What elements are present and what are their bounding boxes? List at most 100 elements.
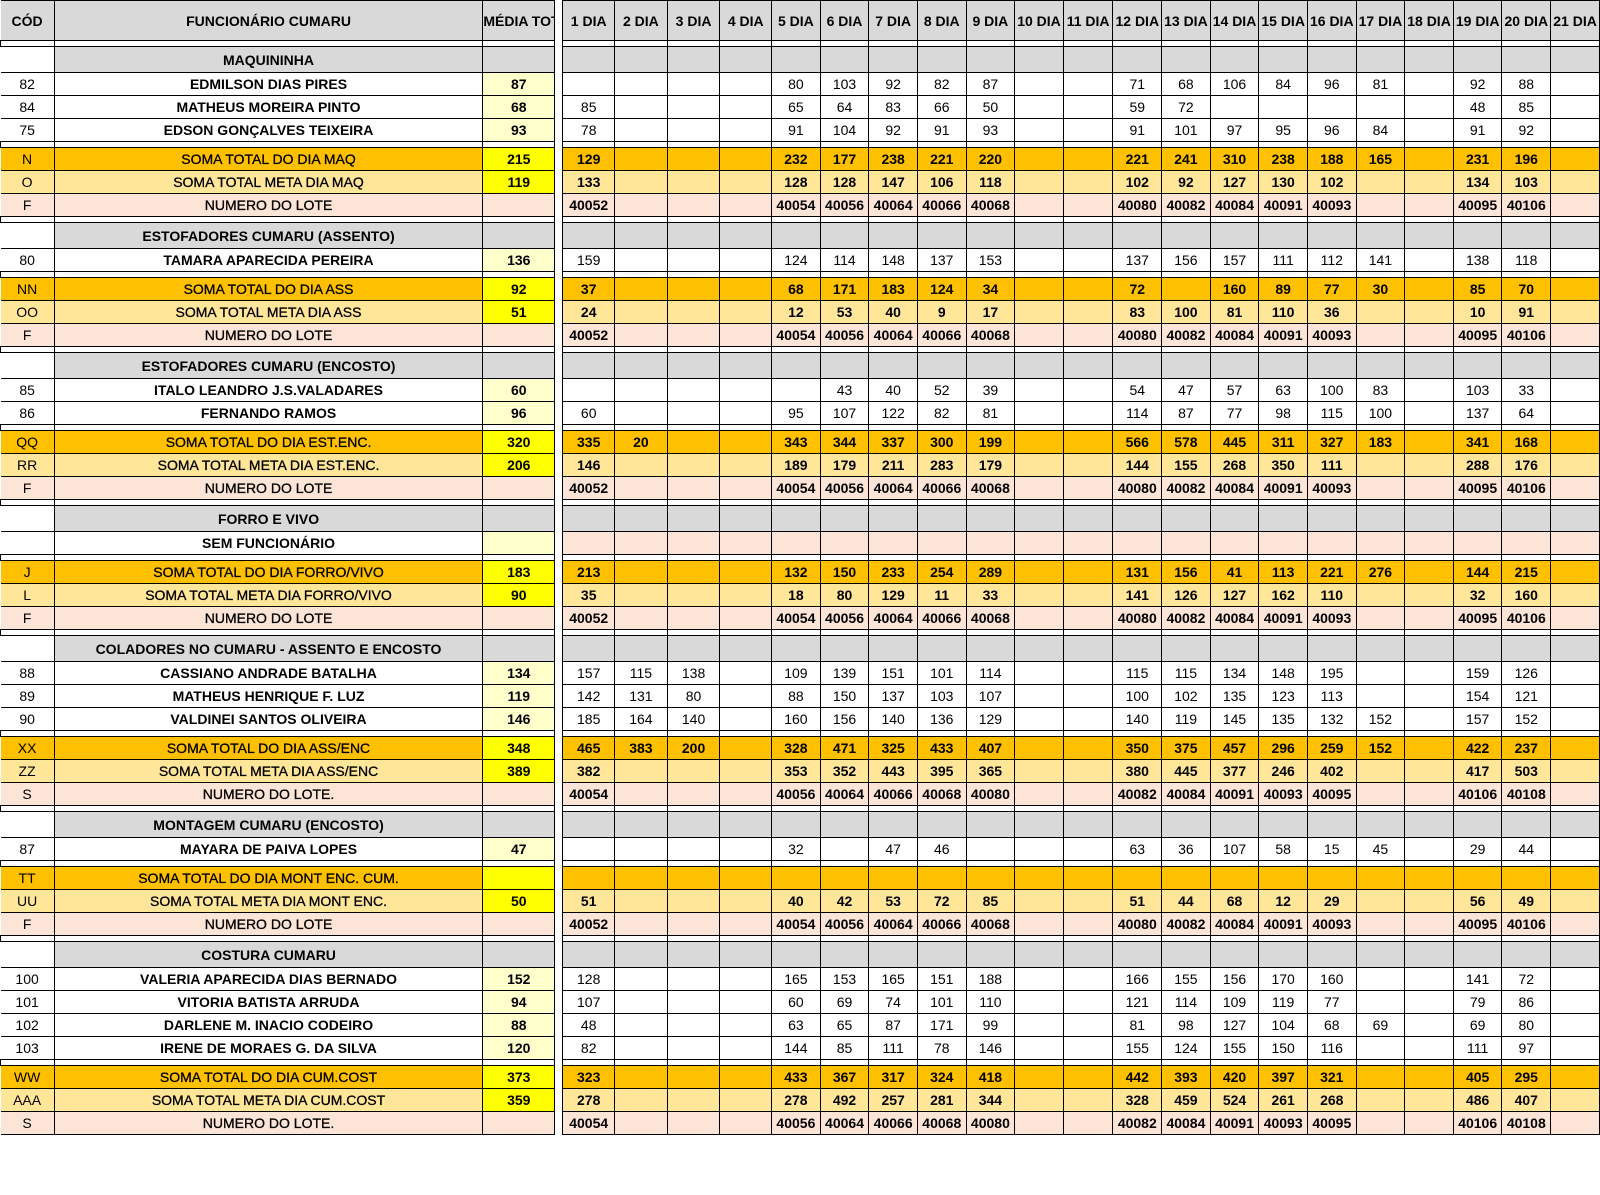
day-3-cell[interactable]: [666, 430, 721, 454]
day-2-cell[interactable]: 20: [614, 430, 668, 454]
day-20-cell[interactable]: 237: [1501, 736, 1552, 760]
day-6-cell[interactable]: 69: [819, 990, 870, 1014]
section-day-cell[interactable]: [1014, 352, 1064, 379]
day-3-cell[interactable]: [666, 147, 721, 171]
day-5-cell[interactable]: 128: [771, 170, 821, 194]
day-15-cell[interactable]: 130: [1258, 170, 1308, 194]
day-9-cell[interactable]: 40080: [965, 782, 1016, 806]
day-7-cell[interactable]: 233: [868, 560, 918, 584]
media-total-cell[interactable]: 87: [482, 72, 556, 96]
day-20-cell[interactable]: 80: [1501, 1013, 1552, 1037]
section-day-cell[interactable]: [868, 352, 918, 379]
day-2-cell[interactable]: [614, 95, 668, 119]
day-10-cell[interactable]: [1014, 560, 1064, 584]
day-8-cell[interactable]: 40068: [916, 1111, 967, 1135]
day-3-cell[interactable]: [666, 170, 721, 194]
day-15-cell[interactable]: 40093: [1258, 782, 1308, 806]
day-5-cell[interactable]: 232: [771, 147, 821, 171]
section-day-cell[interactable]: [1404, 635, 1454, 662]
day-3-cell[interactable]: 80: [666, 684, 721, 708]
media-total-cell[interactable]: 119: [482, 684, 556, 708]
row-code[interactable]: NN: [0, 277, 55, 301]
section-cod-cell[interactable]: [0, 352, 55, 379]
day-21-cell[interactable]: [1550, 476, 1600, 500]
day-2-cell[interactable]: [614, 453, 668, 477]
day-5-cell[interactable]: 189: [771, 453, 821, 477]
section-cod-cell[interactable]: [0, 811, 55, 838]
day-18-cell[interactable]: [1404, 401, 1454, 425]
section-day-cell[interactable]: [1404, 352, 1454, 379]
header-day-8[interactable]: 8 DIA: [916, 0, 967, 41]
section-day-cell[interactable]: [614, 635, 668, 662]
day-18-cell[interactable]: [1404, 476, 1454, 500]
day-2-cell[interactable]: [614, 912, 668, 936]
row-label[interactable]: SOMA TOTAL META DIA EST.ENC.: [53, 453, 484, 477]
day-5-cell[interactable]: 40054: [771, 323, 821, 347]
day-3-cell[interactable]: [666, 277, 721, 301]
media-total-cell[interactable]: [482, 782, 556, 806]
day-19-cell[interactable]: 159: [1452, 661, 1503, 685]
header-media[interactable]: MÉDIA TOTAL: [482, 0, 556, 41]
day-4-cell[interactable]: [719, 560, 773, 584]
media-total-cell[interactable]: 47: [482, 837, 556, 861]
day-12-cell[interactable]: 72: [1112, 277, 1163, 301]
section-day-cell[interactable]: [1355, 222, 1406, 249]
section-day-cell[interactable]: [1501, 352, 1552, 379]
day-14-cell[interactable]: 155: [1209, 1036, 1260, 1060]
day-15-cell[interactable]: 58: [1258, 837, 1308, 861]
day-9-cell[interactable]: 40068: [965, 606, 1016, 630]
day-2-cell[interactable]: [614, 606, 668, 630]
day-9-cell[interactable]: 39: [965, 378, 1016, 402]
day-11-cell[interactable]: [1062, 684, 1114, 708]
day-4-cell[interactable]: [719, 378, 773, 402]
day-8-cell[interactable]: 103: [916, 684, 967, 708]
day-6-cell[interactable]: 114: [819, 248, 870, 272]
media-total-cell[interactable]: [482, 323, 556, 347]
day-5-cell[interactable]: 40054: [771, 606, 821, 630]
employee-name[interactable]: VALDINEI SANTOS OLIVEIRA: [53, 707, 484, 731]
employee-name[interactable]: EDSON GONÇALVES TEIXEIRA: [53, 118, 484, 142]
day-12-cell[interactable]: 59: [1112, 95, 1163, 119]
day-16-cell[interactable]: 96: [1306, 118, 1357, 142]
row-code[interactable]: 80: [0, 248, 55, 272]
row-code[interactable]: S: [0, 782, 55, 806]
day-17-cell[interactable]: [1355, 967, 1406, 991]
day-17-cell[interactable]: [1355, 193, 1406, 217]
day-14-cell[interactable]: 145: [1209, 707, 1260, 731]
day-6-cell[interactable]: 367: [819, 1065, 870, 1089]
header-day-21[interactable]: 21 DIA: [1550, 0, 1600, 41]
day-18-cell[interactable]: [1404, 990, 1454, 1014]
day-10-cell[interactable]: [1014, 378, 1064, 402]
day-15-cell[interactable]: 95: [1258, 118, 1308, 142]
day-12-cell[interactable]: 442: [1112, 1065, 1163, 1089]
day-19-cell[interactable]: 288: [1452, 453, 1503, 477]
day-13-cell[interactable]: 114: [1161, 990, 1211, 1014]
day-1-cell[interactable]: 465: [562, 736, 616, 760]
section-cod-cell[interactable]: [0, 505, 55, 532]
day-7-cell[interactable]: 87: [868, 1013, 918, 1037]
day-9-cell[interactable]: 418: [965, 1065, 1016, 1089]
day-13-cell[interactable]: [1161, 531, 1211, 555]
section-day-cell[interactable]: [1062, 811, 1114, 838]
row-label[interactable]: SOMA TOTAL DO DIA MONT ENC. CUM.: [53, 866, 484, 890]
media-total-cell[interactable]: 119: [482, 170, 556, 194]
day-5-cell[interactable]: 328: [771, 736, 821, 760]
day-2-cell[interactable]: 115: [614, 661, 668, 685]
day-9-cell[interactable]: 199: [965, 430, 1016, 454]
section-day-cell[interactable]: [819, 941, 870, 968]
section-day-cell[interactable]: [1355, 46, 1406, 73]
day-10-cell[interactable]: [1014, 967, 1064, 991]
employee-name[interactable]: IRENE DE MORAES G. DA SILVA: [53, 1036, 484, 1060]
section-day-cell[interactable]: [1209, 505, 1260, 532]
day-19-cell[interactable]: 417: [1452, 759, 1503, 783]
section-cod-cell[interactable]: [0, 46, 55, 73]
day-19-cell[interactable]: [1452, 531, 1503, 555]
section-day-cell[interactable]: [1404, 811, 1454, 838]
day-13-cell[interactable]: 40082: [1161, 323, 1211, 347]
day-10-cell[interactable]: [1014, 453, 1064, 477]
day-17-cell[interactable]: [1355, 476, 1406, 500]
day-13-cell[interactable]: 40082: [1161, 193, 1211, 217]
day-9-cell[interactable]: 407: [965, 736, 1016, 760]
day-9-cell[interactable]: 40068: [965, 323, 1016, 347]
day-7-cell[interactable]: 148: [868, 248, 918, 272]
